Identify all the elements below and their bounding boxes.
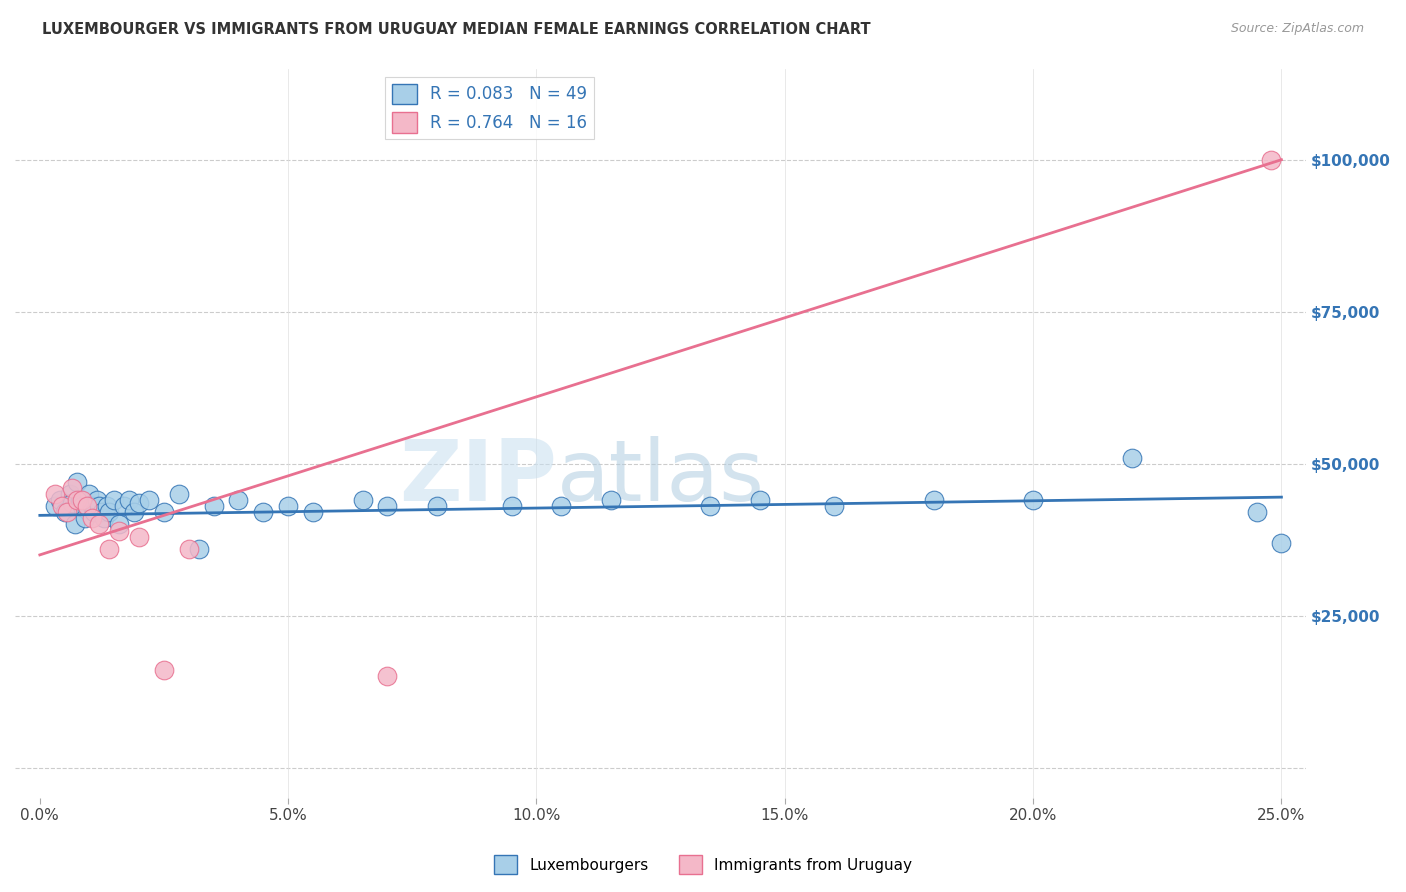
Point [69,493,91,508]
Point [377,669,399,683]
Point [60,481,83,495]
Point [108,517,131,532]
Point [70,493,93,508]
Text: Source: ZipAtlas.com: Source: ZipAtlas.com [1230,22,1364,36]
Point [1121,450,1143,465]
Point [103,493,125,508]
Point [73,511,96,525]
Point [128,530,150,544]
Point [59,487,82,501]
Point [76,500,98,514]
Point [128,496,150,510]
Point [122,505,145,519]
Point [66,475,89,489]
Point [202,500,225,514]
Point [51,500,73,514]
Point [56,505,79,519]
Point [118,493,141,508]
Point [80,500,103,514]
Point [277,500,299,514]
Point [89,500,111,514]
Point [699,500,721,514]
Point [1270,535,1292,549]
Point [167,487,190,501]
Point [426,500,449,514]
Point [66,493,89,508]
Point [377,500,399,514]
Point [98,541,121,556]
Point [252,505,274,519]
Point [53,505,76,519]
Point [187,541,209,556]
Point [177,541,200,556]
Point [138,493,160,508]
Point [90,505,112,519]
Point [228,493,250,508]
Point [48,493,70,508]
Text: atlas: atlas [557,435,765,518]
Point [823,500,845,514]
Point [153,505,176,519]
Point [98,505,121,519]
Point [550,500,572,514]
Point [302,505,325,519]
Point [749,493,772,508]
Point [1022,493,1045,508]
Point [112,500,135,514]
Point [922,493,945,508]
Point [70,500,93,514]
Point [44,487,66,501]
Point [501,500,523,514]
Point [63,517,86,532]
Text: ZIP: ZIP [399,435,557,518]
Point [352,493,374,508]
Point [96,500,118,514]
Point [600,493,623,508]
Point [93,511,115,525]
Point [76,500,98,514]
Point [60,496,83,510]
Point [86,493,108,508]
Point [1260,153,1282,167]
Point [1246,505,1268,519]
Point [108,524,131,538]
Point [89,517,111,532]
Text: LUXEMBOURGER VS IMMIGRANTS FROM URUGUAY MEDIAN FEMALE EARNINGS CORRELATION CHART: LUXEMBOURGER VS IMMIGRANTS FROM URUGUAY … [42,22,870,37]
Point [153,664,176,678]
Legend: Luxembourgers, Immigrants from Uruguay: Luxembourgers, Immigrants from Uruguay [488,849,918,880]
Legend: R = 0.083   N = 49, R = 0.764   N = 16: R = 0.083 N = 49, R = 0.764 N = 16 [385,77,593,139]
Point [79,487,101,501]
Point [80,511,103,525]
Point [83,505,105,519]
Point [44,500,66,514]
